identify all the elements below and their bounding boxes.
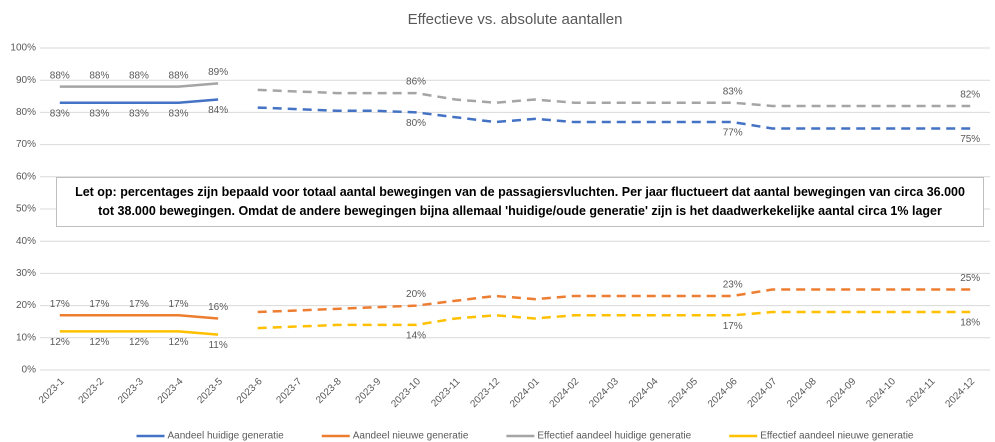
data-label: 20% bbox=[406, 289, 426, 300]
x-tick-label: 2024-04 bbox=[627, 376, 661, 410]
x-tick-label: 2024-10 bbox=[864, 376, 898, 410]
x-tick-label: 2023-4 bbox=[156, 376, 186, 406]
y-tick-label: 20% bbox=[16, 300, 36, 311]
x-tick-label: 2023-1 bbox=[37, 376, 67, 406]
x-tick-label: 2024-06 bbox=[706, 376, 740, 410]
data-label: 17% bbox=[129, 299, 149, 310]
y-tick-label: 0% bbox=[22, 365, 37, 376]
x-tick-label: 2023-5 bbox=[195, 376, 225, 406]
y-tick-label: 70% bbox=[16, 139, 36, 150]
y-tick-label: 10% bbox=[16, 332, 36, 343]
data-label: 17% bbox=[169, 299, 189, 310]
data-label: 17% bbox=[89, 299, 109, 310]
x-tick-label: 2023-7 bbox=[274, 376, 304, 406]
line bbox=[59, 98, 219, 104]
data-label: 77% bbox=[723, 128, 743, 139]
annotation: Let op: percentages zijn bepaald voor to… bbox=[56, 177, 984, 227]
x-tick-label: 2023-6 bbox=[235, 376, 265, 406]
y-tick-label: 50% bbox=[16, 204, 36, 215]
data-label: 82% bbox=[960, 90, 980, 101]
data-label: 88% bbox=[89, 70, 109, 81]
y-tick-label: 100% bbox=[10, 43, 36, 54]
x-tick-label: 2023-10 bbox=[389, 376, 423, 410]
x-tick-label: 2024-01 bbox=[508, 376, 542, 410]
x-tick-label: 2023-8 bbox=[314, 376, 344, 406]
chart-title: Effectieve vs. absolute aantallen bbox=[408, 11, 623, 28]
x-tick-label: 2024-02 bbox=[548, 376, 582, 410]
data-label: 14% bbox=[406, 331, 426, 342]
data-label: 12% bbox=[169, 337, 189, 348]
data-label: 75% bbox=[960, 134, 980, 145]
line bbox=[59, 330, 219, 336]
data-label: 12% bbox=[129, 337, 149, 348]
y-tick-label: 80% bbox=[16, 107, 36, 118]
x-tick-label: 2023-2 bbox=[77, 376, 107, 406]
data-label: 88% bbox=[50, 70, 70, 81]
y-tick-label: 60% bbox=[16, 171, 36, 182]
x-tick-label: 2024-09 bbox=[825, 376, 859, 410]
data-label: 89% bbox=[208, 67, 228, 78]
x-tick-label: 2023-12 bbox=[468, 376, 502, 410]
data-label: 12% bbox=[50, 337, 70, 348]
x-tick-label: 2024-03 bbox=[587, 376, 621, 410]
data-label: 11% bbox=[208, 340, 227, 351]
data-label: 83% bbox=[169, 108, 189, 119]
data-label: 25% bbox=[960, 273, 980, 284]
legend-label: Aandeel huidige generatie bbox=[168, 431, 285, 442]
data-label: 88% bbox=[169, 70, 189, 81]
line bbox=[59, 82, 219, 88]
x-tick-label: 2024-12 bbox=[943, 376, 977, 410]
data-label: 80% bbox=[406, 118, 426, 129]
y-tick-label: 90% bbox=[16, 75, 36, 86]
data-label: 16% bbox=[208, 302, 228, 313]
line-dashed bbox=[257, 310, 971, 330]
data-label: 17% bbox=[50, 299, 70, 310]
y-tick-label: 30% bbox=[16, 268, 36, 279]
x-tick-label: 2024-07 bbox=[746, 376, 780, 410]
data-label: 84% bbox=[208, 105, 228, 116]
x-tick-label: 2024-05 bbox=[666, 376, 700, 410]
x-tick-label: 2024-11 bbox=[904, 376, 938, 410]
line bbox=[59, 314, 219, 320]
x-tick-label: 2024-08 bbox=[785, 376, 819, 410]
data-label: 12% bbox=[89, 337, 109, 348]
line-dashed bbox=[257, 288, 971, 314]
line-dashed bbox=[257, 88, 971, 108]
data-label: 23% bbox=[723, 280, 743, 291]
legend-label: Effectief aandeel huidige generatie bbox=[537, 431, 691, 442]
legend: Aandeel huidige generatie Aandeel nieuwe … bbox=[136, 431, 914, 442]
line-dashed bbox=[257, 106, 971, 130]
data-label: 83% bbox=[129, 108, 149, 119]
data-label: 83% bbox=[89, 108, 109, 119]
data-label: 17% bbox=[723, 321, 743, 332]
x-tick-label: 2023-3 bbox=[116, 376, 146, 406]
y-tick-label: 40% bbox=[16, 236, 36, 247]
data-label: 18% bbox=[960, 318, 980, 329]
data-label: 83% bbox=[50, 108, 70, 119]
legend-label: Aandeel nieuwe generatie bbox=[353, 431, 469, 442]
legend-label: Effectief aandeel nieuwe generatie bbox=[760, 431, 914, 442]
data-label: 86% bbox=[406, 77, 426, 88]
x-tick-label: 2023-9 bbox=[354, 376, 384, 406]
data-label: 88% bbox=[129, 70, 149, 81]
x-tick-label: 2023-11 bbox=[429, 376, 463, 410]
data-label: 83% bbox=[723, 86, 743, 97]
